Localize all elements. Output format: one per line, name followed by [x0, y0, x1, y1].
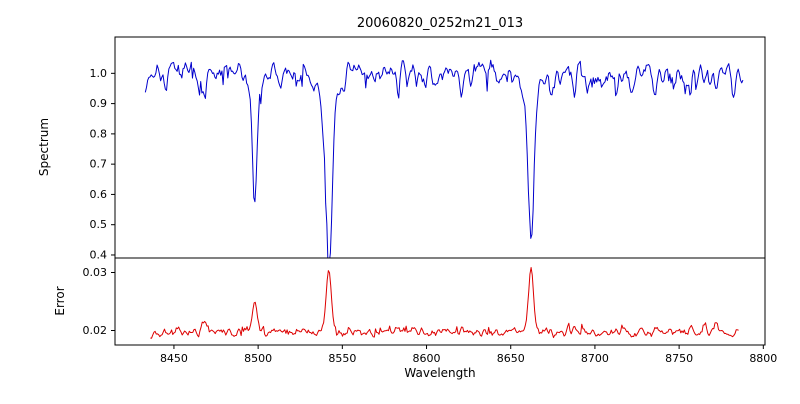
x-tick-label: 8800: [749, 352, 777, 365]
x-tick-label: 8700: [581, 352, 609, 365]
spectrum-y-axis-label: Spectrum: [37, 118, 51, 176]
x-axis-label: Wavelength: [404, 366, 475, 380]
x-tick-label: 8600: [413, 352, 441, 365]
x-tick-label: 8500: [244, 352, 272, 365]
spectrum-y-tick-label: 0.5: [90, 218, 108, 231]
spectrum-line: [144, 59, 744, 258]
spectrum-y-tick-label: 1.0: [90, 67, 108, 80]
error-y-tick-label: 0.02: [83, 324, 108, 337]
spectrum-y-tick-label: 0.4: [90, 248, 108, 261]
error-panel: [114, 257, 766, 346]
x-tick-label: 8550: [328, 352, 356, 365]
chart-title: 20060820_0252m21_013: [357, 16, 523, 31]
error-y-tick-label: 0.03: [83, 266, 108, 279]
x-tick-label: 8650: [497, 352, 525, 365]
error-line: [150, 267, 739, 339]
spectrum-y-tick-label: 0.7: [90, 158, 108, 171]
spectrum-y-tick-label: 0.6: [90, 188, 108, 201]
plot-layer: 0.4 0.5 0.6 0.7 0.8 0.9 1.0 0.02 0.03 8450 8500 855…: [83, 59, 777, 365]
spectrum-y-tick-label: 0.9: [90, 97, 108, 110]
spectrum-y-tick-label: 0.8: [90, 127, 108, 140]
error-y-axis-label: Error: [53, 286, 67, 315]
x-tick-label: 8450: [160, 352, 188, 365]
x-tick-label: 8750: [665, 352, 693, 365]
